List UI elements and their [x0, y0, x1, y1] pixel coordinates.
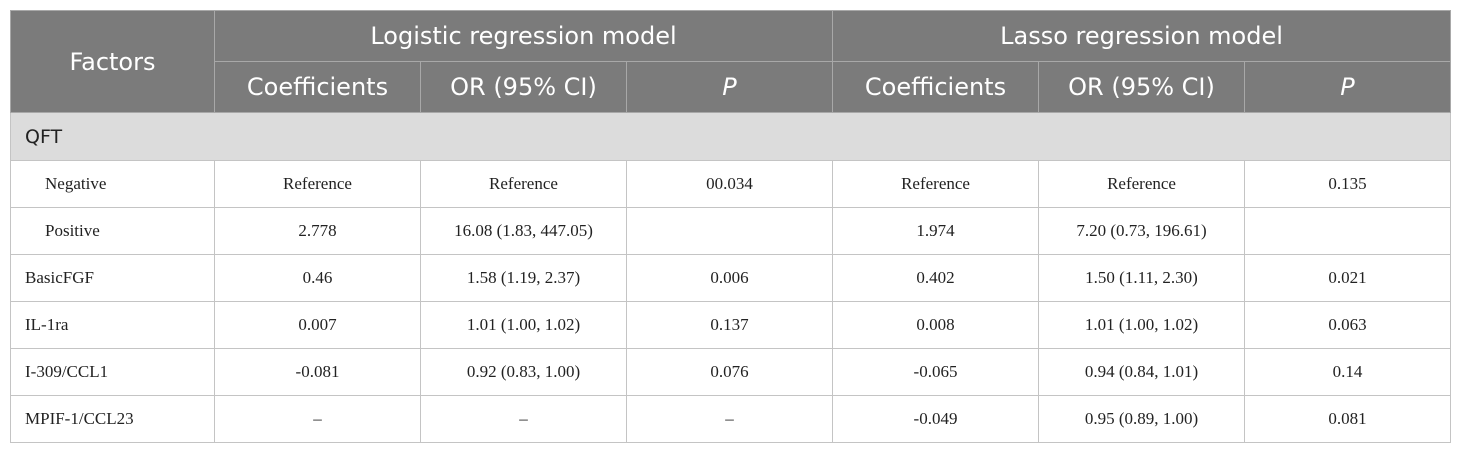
logistic-or-cell: –	[420, 395, 627, 443]
lasso-coefficient-cell: -0.065	[832, 348, 1040, 396]
logistic-coefficient-cell: 0.46	[214, 254, 421, 302]
logistic-or-cell: 16.08 (1.83, 447.05)	[420, 207, 627, 255]
logistic-p-cell: 0.137	[625, 301, 834, 349]
table-row: I-309/CCL1 -0.081 0.92 (0.83, 1.00) 0.07…	[10, 348, 1452, 396]
lasso-p-cell: 0.021	[1244, 254, 1452, 302]
lasso-p-cell	[1244, 207, 1452, 255]
factor-cell: Negative	[10, 160, 215, 208]
factor-cell: MPIF-1/CCL23	[10, 395, 215, 443]
logistic-coefficient-cell: 2.778	[214, 207, 421, 255]
table-row: BasicFGF 0.46 1.58 (1.19, 2.37) 0.006 0.…	[10, 254, 1452, 302]
regression-table-container: Factors Logistic regression model Lasso …	[9, 10, 1452, 443]
header-lasso-model: Lasso regression model	[832, 10, 1452, 62]
header-logistic-coefficients: Coefficients	[214, 61, 421, 113]
regression-table: Factors Logistic regression model Lasso …	[9, 10, 1452, 443]
lasso-p-cell: 0.081	[1244, 395, 1452, 443]
logistic-or-cell: 1.01 (1.00, 1.02)	[420, 301, 627, 349]
factor-cell: I-309/CCL1	[10, 348, 215, 396]
logistic-or-cell: 0.92 (0.83, 1.00)	[420, 348, 627, 396]
header-lasso-p: P	[1244, 61, 1452, 113]
logistic-coefficient-cell: Reference	[214, 160, 421, 208]
header-lasso-coefficients: Coefficients	[832, 61, 1040, 113]
lasso-p-cell: 0.063	[1244, 301, 1452, 349]
header-logistic-or: OR (95% CI)	[420, 61, 627, 113]
lasso-or-cell: 7.20 (0.73, 196.61)	[1038, 207, 1246, 255]
lasso-or-cell: 0.94 (0.84, 1.01)	[1038, 348, 1246, 396]
lasso-or-cell: 1.01 (1.00, 1.02)	[1038, 301, 1246, 349]
logistic-or-cell: 1.58 (1.19, 2.37)	[420, 254, 627, 302]
logistic-p-cell: –	[625, 395, 834, 443]
lasso-or-cell: 1.50 (1.11, 2.30)	[1038, 254, 1246, 302]
header-lasso-or: OR (95% CI)	[1038, 61, 1246, 113]
table-row: Negative Reference Reference 00.034 Refe…	[10, 160, 1452, 208]
table-row: Positive 2.778 16.08 (1.83, 447.05) 1.97…	[10, 207, 1452, 255]
section-row-qft: QFT	[9, 112, 1452, 161]
lasso-p-cell: 0.14	[1244, 348, 1452, 396]
logistic-coefficient-cell: –	[214, 395, 421, 443]
logistic-p-cell	[625, 207, 834, 255]
table-body: QFT Negative Reference Reference 00.034 …	[9, 112, 1452, 443]
section-label: QFT	[9, 112, 1452, 161]
factor-cell: Positive	[10, 207, 215, 255]
header-factors: Factors	[10, 10, 215, 113]
lasso-coefficient-cell: Reference	[832, 160, 1040, 208]
logistic-p-cell: 00.034	[625, 160, 834, 208]
header-logistic-p: P	[625, 61, 834, 113]
factor-cell: IL-1ra	[10, 301, 215, 349]
logistic-p-cell: 0.076	[625, 348, 834, 396]
logistic-coefficient-cell: -0.081	[214, 348, 421, 396]
lasso-coefficient-cell: 0.402	[832, 254, 1040, 302]
logistic-p-cell: 0.006	[625, 254, 834, 302]
header-logistic-model: Logistic regression model	[213, 10, 834, 62]
logistic-coefficient-cell: 0.007	[214, 301, 421, 349]
table-row: IL-1ra 0.007 1.01 (1.00, 1.02) 0.137 0.0…	[10, 301, 1452, 349]
factor-cell: BasicFGF	[10, 254, 215, 302]
lasso-p-cell: 0.135	[1244, 160, 1452, 208]
lasso-coefficient-cell: -0.049	[832, 395, 1040, 443]
lasso-or-cell: Reference	[1038, 160, 1246, 208]
table-header: Factors Logistic regression model Lasso …	[10, 10, 1452, 113]
lasso-or-cell: 0.95 (0.89, 1.00)	[1038, 395, 1246, 443]
lasso-coefficient-cell: 0.008	[832, 301, 1040, 349]
lasso-coefficient-cell: 1.974	[832, 207, 1040, 255]
table-row: MPIF-1/CCL23 – – – -0.049 0.95 (0.89, 1.…	[10, 395, 1452, 443]
logistic-or-cell: Reference	[420, 160, 627, 208]
